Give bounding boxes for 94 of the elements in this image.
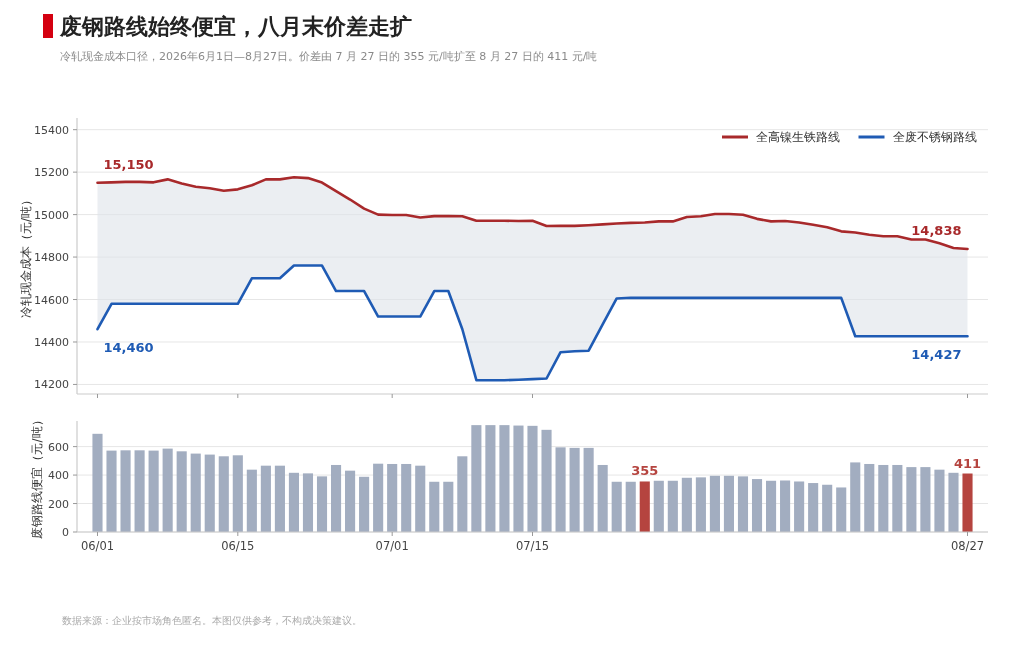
bar (401, 463, 412, 532)
bar (906, 467, 917, 532)
y-tick-label: 600 (48, 440, 69, 454)
bar (302, 473, 314, 532)
bar (232, 455, 243, 532)
bar (611, 481, 622, 532)
bar (962, 473, 973, 532)
bar (541, 429, 552, 532)
bar (330, 464, 342, 532)
bar (218, 456, 229, 532)
bar (288, 472, 299, 532)
bar (920, 467, 931, 532)
bar (639, 481, 650, 532)
y-tick-label: 14600 (34, 293, 69, 307)
bar (653, 480, 664, 532)
x-tick-label: 08/27 (950, 539, 985, 553)
bar (92, 433, 103, 532)
y-tick-label: 14400 (34, 335, 69, 349)
y-tick-label: 14800 (34, 251, 69, 265)
data-label: 355 (631, 463, 659, 479)
bar (709, 475, 720, 532)
bar (190, 453, 201, 532)
bar (850, 462, 861, 532)
bar (892, 464, 903, 532)
bar (695, 477, 706, 532)
data-label: 14,460 (103, 340, 154, 356)
bar (934, 469, 945, 532)
y-tick-label: 14200 (34, 378, 69, 392)
bar (176, 451, 187, 532)
bar (134, 450, 145, 532)
legend-label: 全废不锈钢路线 (892, 130, 977, 144)
bar (359, 476, 370, 532)
bar (583, 447, 594, 532)
y-axis-title: 废钢路线便宜（元/吨） (30, 414, 44, 539)
y-axis-title: 冷轧现金成本（元/吨） (19, 193, 33, 319)
bar (948, 472, 959, 532)
bar (485, 425, 496, 532)
x-tick-label: 06/01 (80, 539, 115, 553)
legend-label: 全高镍生铁路线 (756, 130, 840, 144)
bar (808, 483, 819, 532)
bar (373, 463, 384, 532)
bar (569, 447, 580, 532)
data-label: 15,150 (103, 156, 154, 172)
bar (555, 447, 566, 532)
bar (864, 463, 875, 532)
data-label: 14,427 (911, 347, 962, 363)
bar (737, 476, 749, 532)
bar (766, 480, 777, 532)
y-tick-label: 15400 (34, 123, 69, 137)
data-label: 411 (953, 455, 982, 471)
bar (387, 463, 398, 532)
bar (836, 487, 847, 532)
bar (625, 481, 636, 532)
data-label: 14,838 (911, 222, 962, 238)
bar (120, 450, 131, 532)
bar (274, 465, 285, 532)
bar (162, 448, 173, 532)
bar (878, 464, 889, 532)
chart-title: 废钢路线始终便宜，八月末价差走扩 (59, 14, 412, 39)
bar (345, 470, 356, 532)
bar (316, 476, 328, 532)
bar (751, 479, 763, 532)
y-tick-label: 400 (48, 469, 69, 483)
line-series (96, 175, 969, 251)
source-note: 数据来源：企业按市场角色匿名。本图仅供参考，不构成决策建议。 (62, 615, 362, 626)
bar (148, 450, 159, 532)
y-tick-label: 15200 (34, 166, 69, 180)
bar (780, 480, 791, 532)
bar (527, 425, 538, 532)
y-tick-label: 15000 (34, 208, 69, 222)
bar (513, 425, 524, 532)
bar (499, 425, 510, 532)
line-series (96, 264, 969, 382)
y-tick-label: 200 (48, 497, 69, 511)
bar (794, 481, 805, 532)
y-tick-label: 0 (62, 526, 69, 539)
x-tick-label: 07/01 (375, 539, 409, 553)
bar (457, 456, 468, 532)
bar (246, 469, 257, 532)
bar (471, 425, 482, 532)
bar (415, 465, 426, 532)
x-tick-label: 07/15 (515, 539, 550, 553)
bar (443, 481, 454, 532)
bar (204, 454, 215, 532)
bar (106, 450, 117, 532)
x-tick-label: 06/15 (221, 539, 255, 553)
bar (681, 477, 692, 532)
bar (429, 481, 440, 532)
chart-subtitle: 冷轧现金成本口径，2026年6月1日—8月27日。价差由 7 月 27 日的 355 元/吨扩至 8 月 27 日的 411 元/吨 (60, 50, 598, 63)
bar (597, 464, 608, 532)
bar (260, 465, 271, 532)
bar (822, 484, 833, 532)
bar (723, 475, 735, 532)
bar (667, 480, 678, 532)
